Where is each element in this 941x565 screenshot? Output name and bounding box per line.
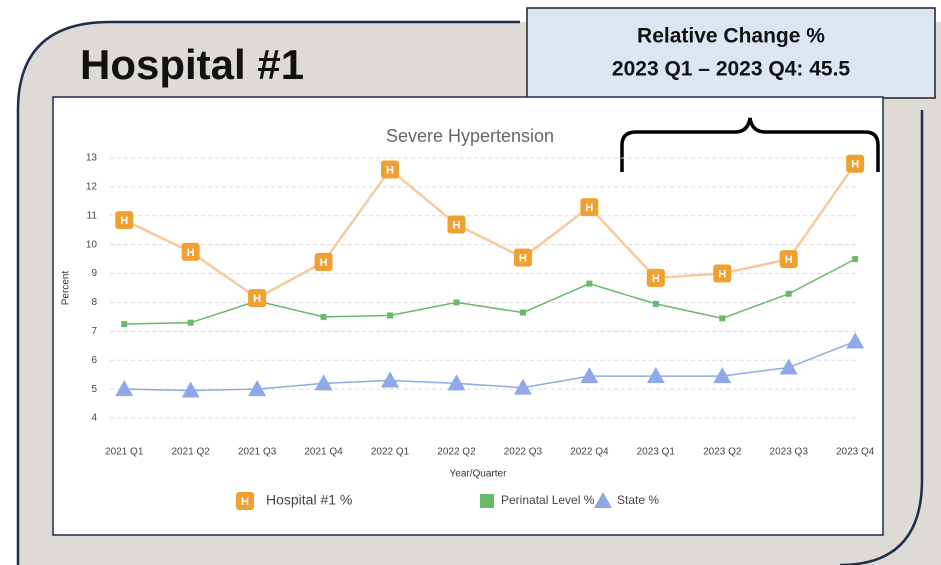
marker [314, 374, 333, 391]
legend-marker-text: H [241, 496, 249, 508]
marker [314, 253, 333, 271]
legend-marker [236, 492, 254, 510]
x-tick-label: 2022 Q1 [371, 447, 410, 458]
marker [580, 367, 599, 384]
marker-text: H [718, 268, 726, 280]
marker [121, 321, 128, 328]
x-tick-label: 2022 Q3 [504, 447, 543, 458]
marker-text: H [785, 254, 793, 266]
heading: Hospital #1 [80, 41, 304, 88]
bracket [620, 117, 880, 172]
x-tick-label: 2021 Q3 [238, 447, 277, 458]
y-tick-label: 4 [91, 413, 97, 424]
marker [381, 371, 400, 388]
marker [785, 290, 792, 297]
x-tick-label: 2022 Q2 [437, 447, 476, 458]
marker [187, 319, 194, 326]
legend-marker [594, 492, 612, 508]
marker-text: H [585, 202, 593, 214]
x-tick-label: 2023 Q3 [770, 447, 809, 458]
marker [447, 215, 466, 234]
marker [646, 367, 665, 384]
x-tick-label: 2023 Q4 [836, 447, 875, 458]
callout-box [526, 7, 936, 99]
marker [852, 256, 859, 263]
marker [779, 358, 798, 375]
x-tick-label: 2021 Q4 [304, 447, 343, 458]
marker [513, 378, 532, 395]
marker [713, 264, 732, 283]
marker-text: H [120, 215, 128, 227]
marker [381, 160, 400, 179]
legend-label: Perinatal Level % [501, 493, 595, 507]
y-tick-label: 6 [91, 355, 97, 366]
marker [580, 198, 599, 217]
x-tick-label: 2023 Q1 [637, 447, 676, 458]
marker [248, 380, 267, 397]
y-tick-label: 7 [91, 326, 97, 337]
marker-text: H [519, 253, 527, 265]
marker [115, 380, 134, 397]
marker [646, 268, 665, 287]
legend-label: Hospital #1 % [266, 492, 352, 508]
x-tick-label: 2023 Q2 [703, 447, 742, 458]
legend-marker [480, 494, 494, 508]
marker [320, 313, 327, 320]
marker [453, 299, 460, 306]
marker [652, 300, 659, 307]
x-axis-label: Year/Quarter [450, 469, 508, 480]
marker [115, 211, 134, 230]
marker [719, 315, 726, 322]
marker-text: H [652, 273, 660, 285]
series-line [124, 340, 856, 392]
marker [846, 154, 865, 173]
series-line [124, 258, 856, 325]
marker [447, 374, 466, 391]
legend-label: State % [617, 493, 659, 507]
marker-text: H [253, 293, 261, 305]
y-tick-label: 5 [91, 384, 97, 395]
chart-box [52, 96, 884, 536]
y-tick-label: 11 [87, 210, 98, 221]
series-line [123, 163, 857, 300]
marker [181, 381, 200, 398]
marker-text: H [452, 219, 460, 231]
marker [846, 332, 865, 349]
y-tick-label: 9 [91, 268, 97, 279]
marker [513, 248, 532, 267]
panel-border [16, 20, 924, 565]
marker-text: H [851, 159, 859, 171]
callout-text: 2023 Q1 – 2023 Q4: 45.5 [612, 58, 850, 81]
marker [181, 242, 200, 261]
marker [713, 367, 732, 384]
marker [387, 312, 394, 319]
marker [586, 280, 593, 287]
chart-title: Severe Hypertension [386, 126, 554, 146]
y-tick-label: 8 [91, 297, 97, 308]
y-tick-label: 10 [86, 239, 98, 250]
y-axis-label: Percent [61, 271, 72, 306]
marker [248, 289, 267, 308]
y-tick-label: 13 [86, 153, 98, 164]
marker-text: H [320, 257, 328, 269]
x-tick-label: 2021 Q2 [171, 447, 210, 458]
y-tick-label: 12 [86, 182, 98, 193]
marker-text: H [187, 247, 195, 259]
marker-text: H [386, 164, 394, 176]
x-tick-label: 2022 Q4 [570, 447, 609, 458]
marker [519, 309, 526, 316]
marker [779, 250, 798, 269]
x-tick-label: 2021 Q1 [105, 447, 144, 458]
callout-text: Relative Change % [637, 25, 825, 48]
